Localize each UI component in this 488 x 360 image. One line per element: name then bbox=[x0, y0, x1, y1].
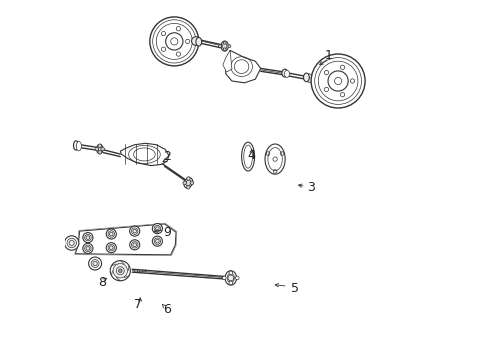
Text: 3: 3 bbox=[306, 181, 314, 194]
Ellipse shape bbox=[284, 70, 289, 77]
Polygon shape bbox=[75, 224, 176, 255]
Text: 1: 1 bbox=[325, 49, 332, 62]
Circle shape bbox=[98, 144, 102, 148]
Ellipse shape bbox=[222, 43, 226, 49]
Circle shape bbox=[101, 147, 104, 151]
Polygon shape bbox=[120, 143, 168, 166]
Circle shape bbox=[91, 260, 99, 267]
Polygon shape bbox=[244, 145, 252, 168]
Circle shape bbox=[227, 45, 230, 48]
Circle shape bbox=[95, 147, 99, 151]
Circle shape bbox=[222, 276, 225, 280]
Circle shape bbox=[190, 181, 193, 185]
Circle shape bbox=[64, 236, 79, 250]
Ellipse shape bbox=[303, 73, 309, 82]
Circle shape bbox=[149, 17, 199, 66]
Circle shape bbox=[67, 238, 76, 248]
Circle shape bbox=[223, 48, 225, 51]
Circle shape bbox=[108, 244, 114, 251]
Text: 5: 5 bbox=[290, 282, 298, 294]
Text: 2: 2 bbox=[163, 150, 171, 163]
Ellipse shape bbox=[73, 141, 79, 150]
Polygon shape bbox=[241, 142, 254, 171]
Circle shape bbox=[106, 229, 116, 239]
Circle shape bbox=[223, 41, 225, 44]
Circle shape bbox=[186, 185, 190, 189]
Circle shape bbox=[88, 257, 102, 270]
Circle shape bbox=[82, 243, 93, 253]
Text: 6: 6 bbox=[163, 303, 171, 316]
Circle shape bbox=[129, 226, 140, 236]
Ellipse shape bbox=[196, 37, 201, 46]
Text: 7: 7 bbox=[134, 298, 142, 311]
Text: 8: 8 bbox=[98, 276, 106, 289]
Ellipse shape bbox=[221, 41, 228, 51]
Polygon shape bbox=[223, 50, 231, 72]
Ellipse shape bbox=[282, 69, 287, 77]
Text: 4: 4 bbox=[247, 149, 255, 162]
Ellipse shape bbox=[306, 74, 311, 82]
Ellipse shape bbox=[227, 273, 234, 283]
Circle shape bbox=[98, 150, 102, 154]
Ellipse shape bbox=[183, 178, 192, 188]
Polygon shape bbox=[267, 148, 282, 171]
Circle shape bbox=[228, 281, 232, 285]
Circle shape bbox=[152, 224, 162, 234]
Circle shape bbox=[186, 177, 190, 180]
Circle shape bbox=[152, 236, 162, 246]
Circle shape bbox=[310, 54, 365, 108]
Circle shape bbox=[191, 37, 200, 45]
Circle shape bbox=[218, 45, 221, 48]
Circle shape bbox=[131, 228, 138, 234]
Circle shape bbox=[131, 242, 138, 248]
Text: 9: 9 bbox=[163, 226, 171, 239]
Ellipse shape bbox=[98, 146, 102, 152]
Polygon shape bbox=[225, 50, 260, 83]
Circle shape bbox=[113, 264, 127, 278]
Circle shape bbox=[235, 276, 239, 280]
Ellipse shape bbox=[185, 180, 190, 186]
Circle shape bbox=[84, 234, 91, 241]
Circle shape bbox=[82, 233, 93, 243]
Circle shape bbox=[154, 225, 160, 232]
Circle shape bbox=[84, 245, 91, 252]
Circle shape bbox=[110, 261, 130, 281]
Circle shape bbox=[129, 240, 140, 250]
Circle shape bbox=[118, 269, 122, 273]
Circle shape bbox=[108, 231, 114, 237]
Ellipse shape bbox=[96, 144, 103, 154]
Ellipse shape bbox=[224, 271, 236, 285]
Ellipse shape bbox=[76, 141, 81, 151]
Circle shape bbox=[228, 271, 232, 275]
Circle shape bbox=[183, 181, 186, 185]
Polygon shape bbox=[264, 144, 285, 174]
Circle shape bbox=[154, 238, 160, 244]
Circle shape bbox=[106, 243, 116, 253]
